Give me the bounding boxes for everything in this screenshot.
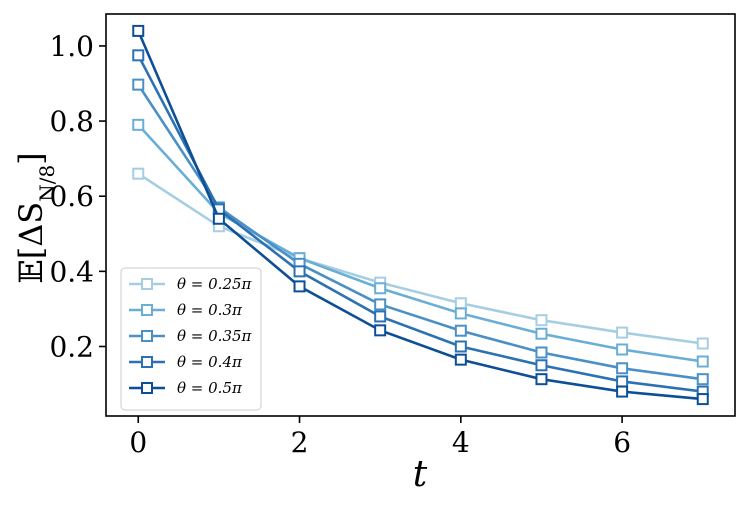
x-tick-label: 0 <box>129 426 147 459</box>
data-point-marker <box>696 393 709 406</box>
data-point-marker <box>454 307 467 320</box>
data-point-marker <box>374 282 387 295</box>
data-point-marker <box>535 327 548 340</box>
data-point-marker <box>535 314 548 327</box>
data-point-marker <box>132 78 145 91</box>
legend-marker <box>141 304 153 316</box>
data-point-marker <box>535 346 548 359</box>
data-point-marker <box>616 343 629 356</box>
y-axis: 0.2 0.4 0.6 0.8 1.0 <box>49 30 106 363</box>
data-point-marker <box>616 385 629 398</box>
data-point-marker <box>374 324 387 337</box>
legend-label: θ = 0.4π <box>177 353 243 371</box>
legend-marker <box>141 382 153 394</box>
series-5 <box>132 24 709 406</box>
x-axis-label: t <box>413 454 428 495</box>
y-tick-label: 0.8 <box>49 105 94 138</box>
data-point-marker <box>212 212 225 225</box>
data-point-marker <box>696 355 709 368</box>
legend-label: θ = 0.3π <box>177 301 243 319</box>
legend-marker <box>141 330 153 342</box>
data-point-marker <box>454 353 467 366</box>
data-point-marker <box>454 340 467 353</box>
data-point-marker <box>696 337 709 350</box>
svg-text:𝔼[ΔSN/8]: 𝔼[ΔSN/8] <box>12 152 59 283</box>
legend-item: θ = 0.5π <box>129 379 243 397</box>
data-point-marker <box>535 373 548 386</box>
legend-label: θ = 0.35π <box>177 327 253 345</box>
data-point-marker <box>535 359 548 372</box>
data-point-marker <box>132 167 145 180</box>
legend-label: θ = 0.5π <box>177 379 243 397</box>
data-point-marker <box>374 298 387 311</box>
series-layer <box>132 24 709 406</box>
y-tick-label: 1.0 <box>49 30 94 63</box>
data-point-marker <box>616 326 629 339</box>
data-point-marker <box>293 280 306 293</box>
x-tick-label: 4 <box>452 426 470 459</box>
data-point-marker <box>132 24 145 37</box>
data-point-marker <box>374 310 387 323</box>
legend-box <box>120 267 262 411</box>
y-axis-label-sub: N/8 <box>35 165 59 202</box>
data-point-marker <box>454 297 467 310</box>
legend-label: θ = 0.25π <box>177 275 253 293</box>
x-axis: 0 2 4 6 <box>129 416 631 459</box>
plot-area-frame <box>105 13 736 417</box>
data-point-marker <box>454 324 467 337</box>
legend-item: θ = 0.4π <box>129 353 243 371</box>
legend-item: θ = 0.3π <box>129 301 243 319</box>
data-point-marker <box>696 373 709 386</box>
x-tick-label: 6 <box>613 426 631 459</box>
y-tick-label: 0.6 <box>49 180 94 213</box>
y-tick-label: 0.2 <box>49 330 94 363</box>
legend-marker <box>141 356 153 368</box>
x-tick-label: 2 <box>291 426 309 459</box>
y-axis-label-main: 𝔼[ΔS <box>12 202 50 284</box>
y-axis-label: 𝔼[ΔSN/8] <box>12 152 59 283</box>
data-point-marker <box>616 375 629 388</box>
data-point-marker <box>293 265 306 278</box>
data-point-marker <box>616 362 629 375</box>
series-line <box>137 83 703 381</box>
legend-marker <box>141 278 153 290</box>
series-line <box>137 54 703 393</box>
legend: θ = 0.25π θ = 0.3π θ = 0.35π θ = 0.4π θ = 0.… <box>120 267 262 411</box>
legend-item: θ = 0.35π <box>129 327 253 345</box>
y-axis-label-close: ] <box>12 152 50 164</box>
legend-item: θ = 0.25π <box>129 275 253 293</box>
y-tick-label: 0.4 <box>49 255 94 288</box>
data-point-marker <box>132 118 145 131</box>
data-point-marker <box>132 49 145 62</box>
series-4 <box>132 49 709 398</box>
series-line <box>137 30 703 401</box>
